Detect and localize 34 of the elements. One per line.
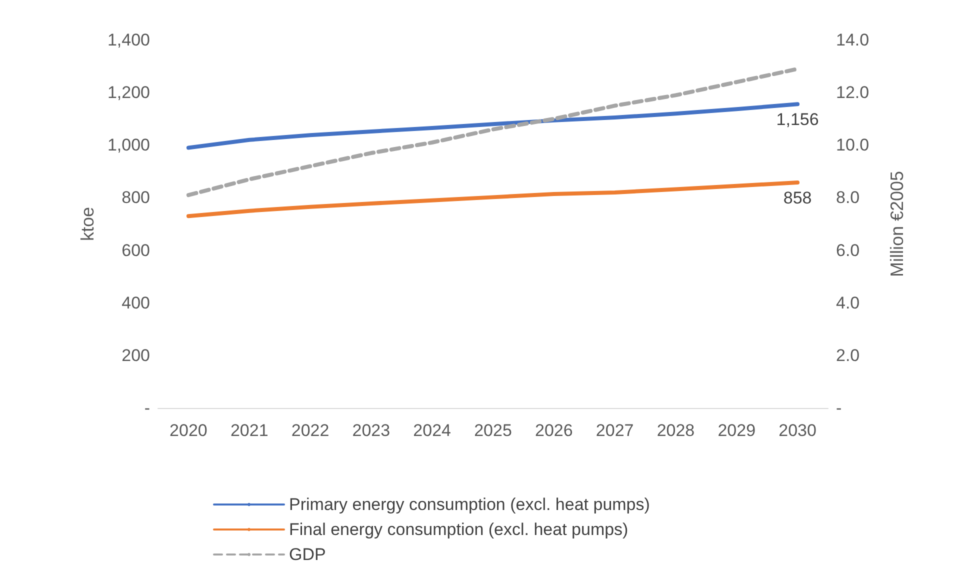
x-tick-label: 2023	[352, 421, 390, 440]
y2-tick-label: 12.0	[836, 83, 870, 102]
data-label: 1,156	[776, 110, 819, 130]
y2-axis-title: Million €2005	[887, 170, 907, 278]
legend-label: Final energy consumption (excl. heat pumps)	[289, 520, 628, 539]
y-axis-title: ktoe	[78, 206, 98, 242]
y2-tick-label: 6.0	[836, 240, 860, 260]
y2-tick-label: -	[836, 398, 842, 418]
y-tick-label: 400	[122, 293, 150, 312]
x-tick-label: 2028	[656, 421, 695, 440]
x-tick-label: 2027	[596, 421, 634, 440]
y-tick-label: 1,000	[107, 136, 150, 155]
y2-tick-label: 8.0	[836, 188, 860, 208]
y-tick-label: 1,400	[107, 30, 150, 50]
y-tick-label: 1,200	[107, 83, 150, 102]
x-tick-label: 2030	[778, 421, 816, 440]
y2-tick-label: 4.0	[836, 293, 860, 312]
y-tick-label: 600	[122, 240, 150, 260]
x-tick-label: 2021	[230, 421, 268, 440]
x-tick-label: 2020	[170, 421, 208, 440]
legend-label: Primary energy consumption (excl. heat pumps)	[289, 495, 650, 514]
x-tick-label: 2029	[718, 421, 756, 440]
x-tick-label: 2022	[291, 421, 330, 440]
data-label: 858	[783, 188, 812, 208]
y2-tick-label: 2.0	[836, 346, 860, 365]
y-tick-label: 800	[122, 188, 150, 208]
x-tick-label: 2024	[413, 421, 452, 440]
x-tick-label: 2025	[474, 421, 512, 440]
y2-tick-label: 10.0	[836, 136, 870, 155]
legend-label: GDP	[289, 545, 326, 564]
y2-tick-label: 14.0	[836, 30, 870, 50]
x-tick-label: 2026	[534, 421, 573, 440]
y-tick-label: -	[144, 398, 150, 418]
y-tick-label: 200	[122, 346, 150, 365]
